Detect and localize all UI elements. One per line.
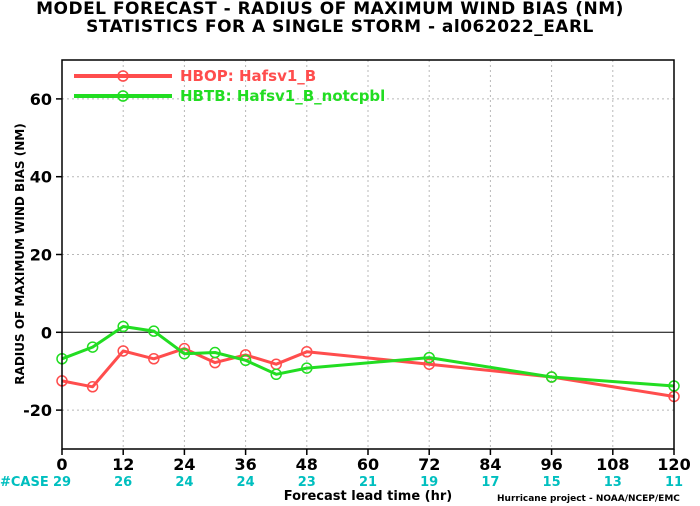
case-count: 24 [237,475,255,490]
case-count: 26 [114,475,132,490]
x-tick-label: 36 [234,455,256,474]
x-tick-label: 120 [657,455,690,474]
chart-title: MODEL FORECAST - RADIUS OF MAXIMUM WIND … [36,0,624,19]
series-point-2 [301,362,313,374]
case-count: 23 [298,475,316,490]
series-point-2 [117,320,129,333]
series-point-1 [148,353,160,365]
case-count: 19 [420,475,438,490]
case-count: 24 [175,475,193,490]
series-point-2 [423,351,435,364]
series-point-1 [117,345,129,357]
series-point-1 [86,381,99,393]
series-point-2 [178,347,191,360]
x-tick-label: 0 [56,455,67,474]
series-point-2 [239,354,252,367]
legend-label-1: HBOP: Hafsv1_B [180,67,316,85]
x-tick-label: 72 [418,455,440,474]
x-tick-label: 60 [357,455,379,474]
series-point-2 [86,341,99,353]
series-line-2 [61,325,675,388]
y-tick-label: 60 [30,90,52,109]
x-tick-label: 12 [112,455,134,474]
y-tick-label: 40 [30,168,52,187]
case-count: 11 [665,475,683,490]
legend-label-2: HBTB: Hafsv1_B_notcpbl [180,87,385,105]
series-point-2 [209,346,221,359]
chart-subtitle: STATISTICS FOR A SINGLE STORM - al062022… [86,17,594,37]
credit-text: Hurricane project - NOAA/NCEP/EMC [497,494,680,504]
x-axis-label: Forecast lead time (hr) [284,489,452,504]
x-tick-label: 24 [173,455,195,474]
x-tick-label: 48 [296,455,318,474]
case-label: #CASE [0,475,49,490]
series-group [56,320,680,403]
x-tick-label: 84 [479,455,501,474]
y-tick-label: -20 [23,401,52,420]
case-count: 15 [543,475,561,490]
case-count: 13 [604,475,622,490]
series-point-2 [270,368,282,381]
legend: HBOP: Hafsv1_B HBTB: Hafsv1_B_notcpbl [74,67,385,105]
y-axis-label: RADIUS OF MAXIMUM WIND BIAS (NM) [13,123,27,384]
legend-marker-1 [117,70,129,82]
series-point-1 [301,346,313,358]
series-point-2 [148,325,160,337]
y-tick-label: 0 [41,323,52,342]
series-line-1 [61,347,675,398]
axis-ticks: 0291226242436244823602172198417961510813… [23,90,691,490]
y-tick-label: 20 [30,246,52,265]
legend-marker-2 [117,90,129,102]
x-tick-label: 96 [540,455,562,474]
x-tick-label: 108 [596,455,629,474]
case-count: 29 [53,475,71,490]
series-point-1 [423,358,435,370]
grid [62,60,674,449]
series-point-2 [545,371,558,383]
case-count: 17 [481,475,499,490]
case-count: 21 [359,475,377,490]
